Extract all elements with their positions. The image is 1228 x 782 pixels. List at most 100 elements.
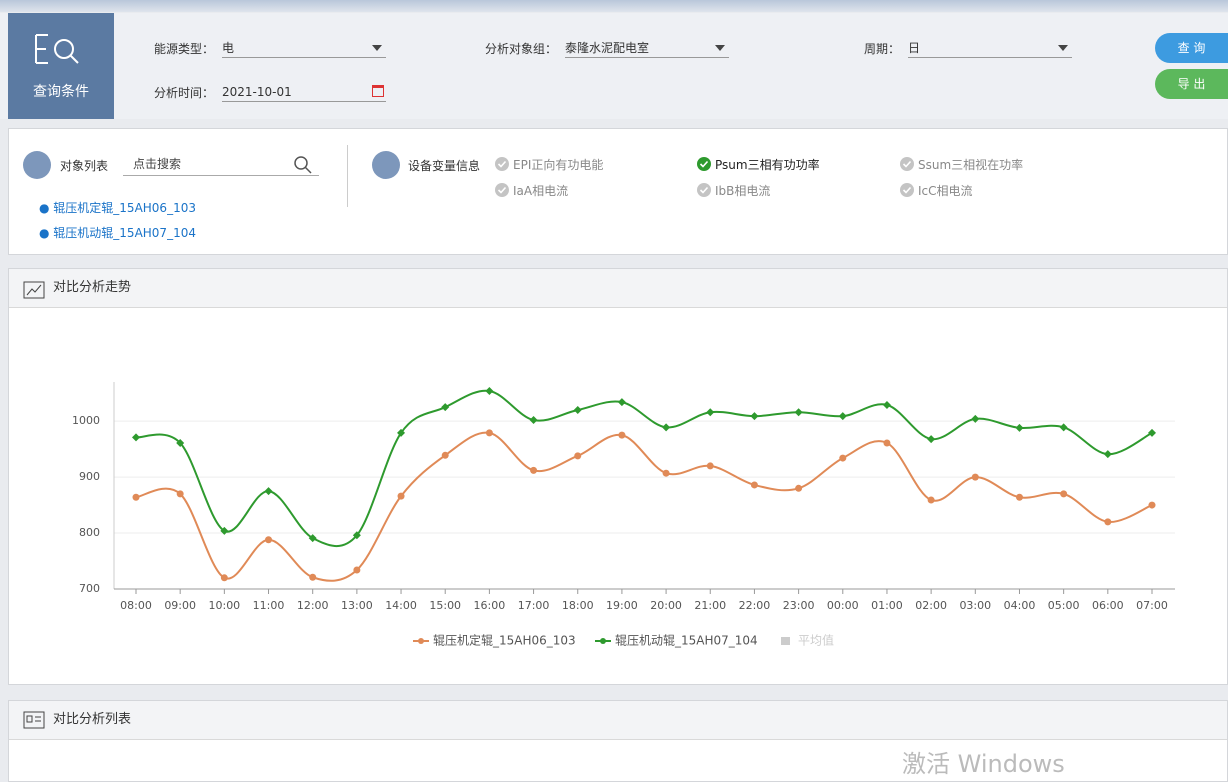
query-button[interactable]: 查 询 bbox=[1155, 33, 1228, 63]
series-line bbox=[135, 431, 1153, 582]
variable-label: Ssum三相视在功率 bbox=[918, 158, 1024, 172]
point bbox=[529, 416, 538, 425]
objects-title: 对象列表 bbox=[60, 159, 109, 173]
variable-option[interactable]: IaA相电流 bbox=[495, 182, 568, 199]
variable-option[interactable]: Psum三相有功功率 bbox=[697, 156, 820, 173]
variable-option[interactable]: IbB相电流 bbox=[697, 182, 770, 199]
point bbox=[1148, 428, 1156, 437]
check-icon bbox=[495, 157, 509, 171]
select-value: 日 bbox=[908, 41, 921, 55]
point bbox=[662, 469, 670, 477]
variable-label: IaA相电流 bbox=[513, 184, 569, 198]
x-tick-label: 04:00 bbox=[1004, 599, 1036, 612]
variable-option[interactable]: EPI正向有功电能 bbox=[495, 156, 603, 173]
query-block: 查询条件 bbox=[8, 13, 114, 119]
search-box[interactable]: 点击搜索 bbox=[123, 155, 319, 176]
y-tick-label: 800 bbox=[79, 526, 100, 539]
date-value: 2021-10-01 bbox=[222, 85, 292, 99]
select-value: 泰隆水泥配电室 bbox=[565, 41, 650, 55]
point bbox=[795, 484, 803, 492]
select[interactable]: 日 bbox=[908, 39, 1072, 58]
variable-label: IcC相电流 bbox=[918, 184, 973, 198]
point bbox=[1059, 423, 1068, 432]
query-area: 查询条件 能源类型： 电 分析对象组： 泰隆水泥配电室 周期： 日 分析时间： … bbox=[0, 13, 1228, 119]
field-label: 分析时间： bbox=[154, 86, 215, 100]
x-tick-label: 16:00 bbox=[474, 599, 506, 612]
point bbox=[838, 412, 847, 421]
point bbox=[132, 433, 140, 442]
point bbox=[352, 531, 361, 540]
check-icon bbox=[900, 183, 914, 197]
point bbox=[971, 414, 980, 423]
filter-panel: 对象列表 点击搜索 ● 辊压机定辊_15AH06_103 ● 辊压机动辊_15A… bbox=[8, 128, 1228, 255]
check-icon bbox=[697, 183, 711, 197]
point bbox=[397, 428, 406, 437]
variable-icon bbox=[372, 151, 400, 179]
trend-panel: 对比分析走势 bbox=[8, 268, 1228, 685]
select[interactable]: 电 bbox=[222, 39, 386, 58]
x-tick-label: 03:00 bbox=[959, 599, 991, 612]
x-tick-label: 11:00 bbox=[253, 599, 285, 612]
select-value: 电 bbox=[222, 41, 235, 55]
point bbox=[530, 466, 538, 474]
calendar-icon bbox=[372, 85, 384, 97]
point bbox=[397, 492, 405, 500]
panel-title: 对比分析走势 bbox=[53, 280, 132, 295]
point bbox=[309, 573, 317, 581]
point bbox=[265, 536, 273, 544]
point bbox=[750, 481, 758, 489]
x-tick-label: 15:00 bbox=[429, 599, 461, 612]
point bbox=[882, 400, 891, 409]
date-input[interactable]: 2021-10-01 bbox=[222, 83, 386, 102]
table-icon bbox=[23, 711, 45, 729]
field-label: 分析对象组： bbox=[485, 42, 558, 56]
x-tick-label: 22:00 bbox=[739, 599, 771, 612]
legend-label: 辊压机动辊_15AH07_104 bbox=[615, 634, 758, 648]
panel-title: 对比分析列表 bbox=[53, 712, 132, 727]
x-tick-label: 18:00 bbox=[562, 599, 594, 612]
point bbox=[662, 423, 671, 432]
variables-title: 设备变量信息 bbox=[408, 159, 481, 173]
variable-option[interactable]: Ssum三相视在功率 bbox=[900, 156, 1023, 173]
point bbox=[441, 451, 449, 459]
check-icon bbox=[495, 183, 509, 197]
variable-option[interactable]: IcC相电流 bbox=[900, 182, 973, 199]
point bbox=[441, 403, 450, 412]
export-button[interactable]: 导 出 bbox=[1155, 69, 1228, 99]
object-item[interactable]: ● 辊压机动辊_15AH07_104 bbox=[39, 226, 196, 240]
point bbox=[574, 452, 582, 460]
point bbox=[220, 526, 229, 535]
legend-label: 辊压机定辊_15AH06_103 bbox=[433, 633, 576, 648]
select[interactable]: 泰隆水泥配电室 bbox=[565, 39, 729, 58]
x-tick-label: 05:00 bbox=[1048, 599, 1080, 612]
point bbox=[794, 408, 803, 417]
point bbox=[927, 496, 935, 504]
point bbox=[573, 405, 582, 414]
x-tick-label: 07:00 bbox=[1136, 599, 1168, 612]
point bbox=[308, 534, 317, 543]
object-item[interactable]: ● 辊压机定辊_15AH06_103 bbox=[39, 201, 196, 215]
query-icon bbox=[35, 34, 79, 64]
point bbox=[264, 487, 273, 496]
point bbox=[883, 439, 891, 447]
object-name: 辊压机动辊_15AH07_104 bbox=[53, 226, 196, 240]
search-icon bbox=[294, 156, 312, 174]
x-tick-label: 19:00 bbox=[606, 599, 638, 612]
point bbox=[176, 438, 185, 447]
x-tick-label: 06:00 bbox=[1092, 599, 1124, 612]
point bbox=[1148, 501, 1156, 509]
point bbox=[750, 412, 759, 421]
top-bar bbox=[0, 0, 1228, 12]
x-tick-label: 20:00 bbox=[650, 599, 682, 612]
point bbox=[1015, 423, 1024, 432]
point bbox=[927, 435, 936, 444]
object-name: 辊压机定辊_15AH06_103 bbox=[53, 201, 196, 215]
panel-header: 对比分析列表 bbox=[9, 701, 1227, 740]
panel-header: 对比分析走势 bbox=[9, 269, 1227, 308]
point bbox=[220, 574, 228, 582]
variable-label: EPI正向有功电能 bbox=[513, 158, 604, 172]
legend-label: 平均值 bbox=[798, 633, 834, 648]
trend-icon bbox=[23, 281, 45, 299]
y-tick-label: 1000 bbox=[72, 414, 100, 427]
